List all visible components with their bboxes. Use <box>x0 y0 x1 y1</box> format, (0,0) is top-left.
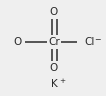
Text: Cr: Cr <box>48 37 60 47</box>
Text: +: + <box>59 78 65 84</box>
Text: K: K <box>51 79 57 89</box>
Text: O: O <box>50 7 58 17</box>
Text: −: − <box>94 35 101 44</box>
Text: O: O <box>50 63 58 73</box>
Text: Cl: Cl <box>84 37 94 47</box>
Text: O: O <box>14 37 22 47</box>
